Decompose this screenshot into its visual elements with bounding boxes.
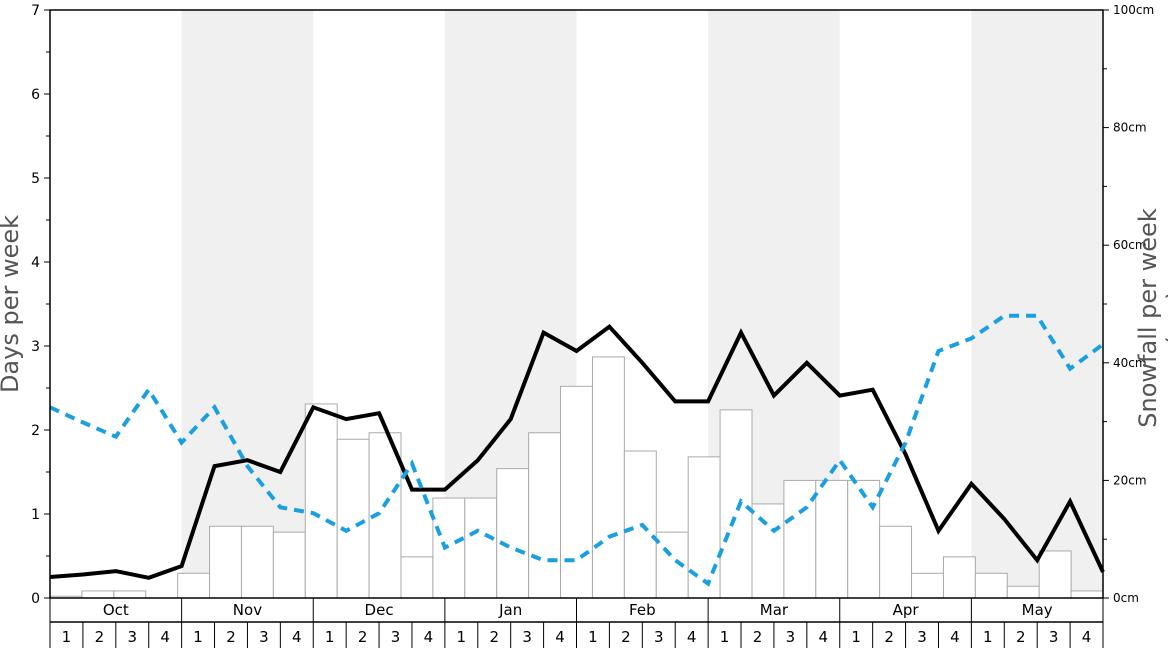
month-label: May bbox=[1022, 601, 1053, 619]
week-label: 3 bbox=[1049, 628, 1059, 646]
y-right-tick-label: 80cm bbox=[1113, 121, 1147, 135]
week-label: 3 bbox=[391, 628, 401, 646]
snowfall-bar bbox=[1038, 550, 1072, 599]
week-label: 3 bbox=[522, 628, 532, 646]
snowfall-bar bbox=[847, 479, 881, 599]
snowfall-bar bbox=[400, 556, 434, 599]
week-label: 1 bbox=[983, 628, 993, 646]
dashed-days-line bbox=[49, 313, 1105, 587]
snowfall-bar bbox=[560, 385, 593, 599]
week-label: 4 bbox=[292, 628, 302, 646]
week-label: 2 bbox=[226, 628, 236, 646]
snowfall-bar bbox=[528, 432, 562, 599]
y-axis-right-label: Snowfall per week (cm) bbox=[1134, 208, 1168, 428]
week-label: 2 bbox=[884, 628, 894, 646]
week-label: 1 bbox=[457, 628, 467, 646]
snowfall-bar bbox=[911, 572, 944, 599]
week-label: 3 bbox=[654, 628, 664, 646]
y-left-tick-label: 7 bbox=[31, 3, 40, 19]
snowfall-bar bbox=[815, 479, 849, 599]
y-right-tick-label: 0cm bbox=[1113, 591, 1139, 605]
y-left-tick-label: 2 bbox=[31, 423, 40, 439]
snowfall-bar bbox=[687, 456, 721, 599]
week-label: 2 bbox=[621, 628, 631, 646]
y-left-tick-label: 6 bbox=[31, 87, 40, 103]
y-left-tick-label: 0 bbox=[31, 591, 40, 607]
month-label: Jan bbox=[498, 601, 522, 619]
week-label: 1 bbox=[851, 628, 861, 646]
snowfall-bar bbox=[240, 525, 274, 599]
y-right-tick-label: 60cm bbox=[1113, 238, 1147, 252]
snowfall-bar bbox=[81, 590, 115, 599]
snowfall-bar bbox=[336, 438, 370, 599]
week-label: 3 bbox=[259, 628, 269, 646]
month-label: Dec bbox=[365, 601, 394, 619]
week-label: 1 bbox=[588, 628, 598, 646]
snowfall-bar bbox=[432, 497, 466, 599]
month-label: Oct bbox=[103, 601, 129, 619]
week-label: 3 bbox=[786, 628, 796, 646]
snowfall-bar bbox=[879, 525, 913, 599]
week-label: 2 bbox=[753, 628, 763, 646]
y-left-tick-label: 1 bbox=[31, 507, 40, 523]
month-label: Apr bbox=[893, 601, 920, 619]
y-left-tick-label: 3 bbox=[31, 339, 40, 355]
snowfall-bar bbox=[719, 409, 753, 599]
week-label: 4 bbox=[555, 628, 565, 646]
week-label: 1 bbox=[720, 628, 730, 646]
week-label: 3 bbox=[127, 628, 137, 646]
week-label: 4 bbox=[819, 628, 829, 646]
snowfall-bar bbox=[304, 403, 338, 599]
week-label: 4 bbox=[687, 628, 697, 646]
week-label: 2 bbox=[95, 628, 105, 646]
snowfall-bar bbox=[209, 525, 242, 599]
week-label: 2 bbox=[489, 628, 499, 646]
snowfall-bar bbox=[1070, 590, 1104, 599]
week-label: 1 bbox=[325, 628, 335, 646]
snowfall-bar bbox=[496, 468, 530, 599]
snowfall-bar bbox=[464, 497, 498, 599]
snowfall-bar bbox=[113, 590, 147, 599]
y-right-tick-label: 20cm bbox=[1113, 473, 1147, 487]
week-label: 1 bbox=[193, 628, 203, 646]
week-label: 4 bbox=[160, 628, 170, 646]
week-label: 4 bbox=[424, 628, 434, 646]
month-label: Nov bbox=[233, 601, 262, 619]
snowfall-bar bbox=[1006, 585, 1040, 599]
y-right-tick-label: 100cm bbox=[1113, 3, 1154, 17]
month-label: Mar bbox=[760, 601, 789, 619]
y-right-tick-label: 40cm bbox=[1113, 356, 1147, 370]
week-label: 3 bbox=[917, 628, 927, 646]
snowfall-bar bbox=[177, 572, 211, 599]
y-left-tick-label: 4 bbox=[31, 255, 40, 271]
snowfall-bar bbox=[942, 556, 976, 599]
snowfall-bar bbox=[591, 356, 625, 599]
week-label: 2 bbox=[1016, 628, 1026, 646]
month-label: Feb bbox=[629, 601, 656, 619]
week-label: 4 bbox=[950, 628, 960, 646]
week-label: 1 bbox=[62, 628, 72, 646]
snowfall-bar bbox=[751, 503, 785, 599]
week-label: 4 bbox=[1082, 628, 1092, 646]
snowfall-bar bbox=[272, 531, 306, 599]
y-left-tick-label: 5 bbox=[31, 171, 40, 187]
solid-days-line bbox=[49, 324, 1105, 580]
month-band-may bbox=[971, 10, 1103, 598]
week-label: 2 bbox=[358, 628, 368, 646]
y-axis-left-label: Days per week bbox=[0, 214, 24, 394]
snowfall-bar bbox=[974, 572, 1008, 599]
